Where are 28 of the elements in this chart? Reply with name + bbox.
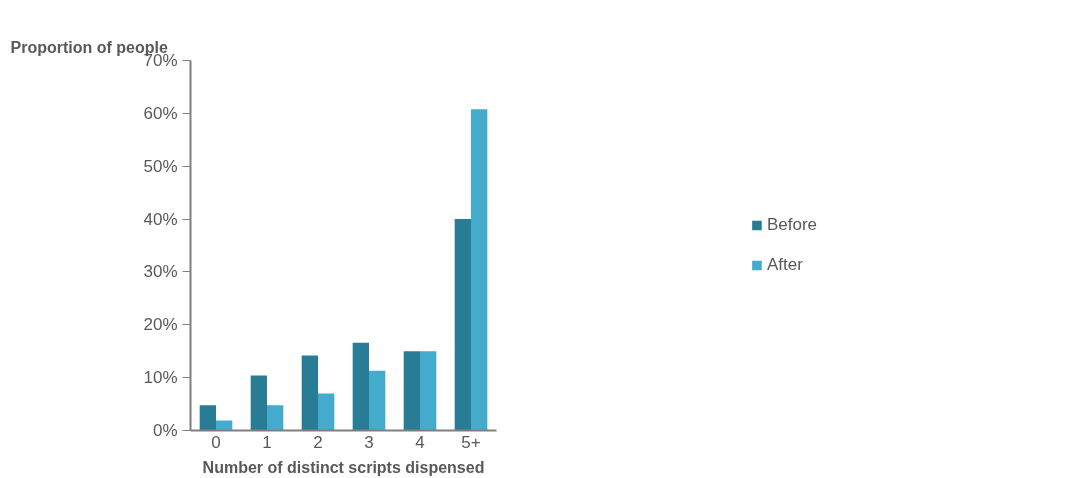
bar <box>403 351 420 431</box>
bar <box>352 342 369 431</box>
bar <box>369 370 386 431</box>
bar <box>420 351 437 431</box>
bar <box>471 109 488 431</box>
bar <box>216 420 233 431</box>
x-axis-title: Number of distinct scripts dispensed <box>202 458 485 476</box>
bar <box>267 405 284 431</box>
y-tick-label: 10% <box>143 368 178 388</box>
x-tick-label: 1 <box>262 432 272 452</box>
x-tick-label: 3 <box>364 432 374 452</box>
x-tick-label: 2 <box>313 432 323 452</box>
y-tick-label: 0% <box>152 421 178 440</box>
legend-label: Before <box>766 215 818 235</box>
x-tick-label: 5+ <box>461 432 481 452</box>
bar <box>454 219 471 431</box>
y-tick-label: 40% <box>143 209 178 229</box>
y-tick-label: 20% <box>143 315 178 335</box>
bar <box>199 405 216 431</box>
x-tick-label: 4 <box>415 432 425 452</box>
bar <box>318 393 335 431</box>
bar <box>301 355 318 431</box>
y-tick-label: 50% <box>143 156 178 176</box>
y-tick-label: 30% <box>143 262 178 282</box>
y-tick-label: 60% <box>143 103 178 123</box>
x-tick-label: 0 <box>211 432 221 452</box>
bar <box>250 375 267 431</box>
legend-label: After <box>766 255 803 275</box>
